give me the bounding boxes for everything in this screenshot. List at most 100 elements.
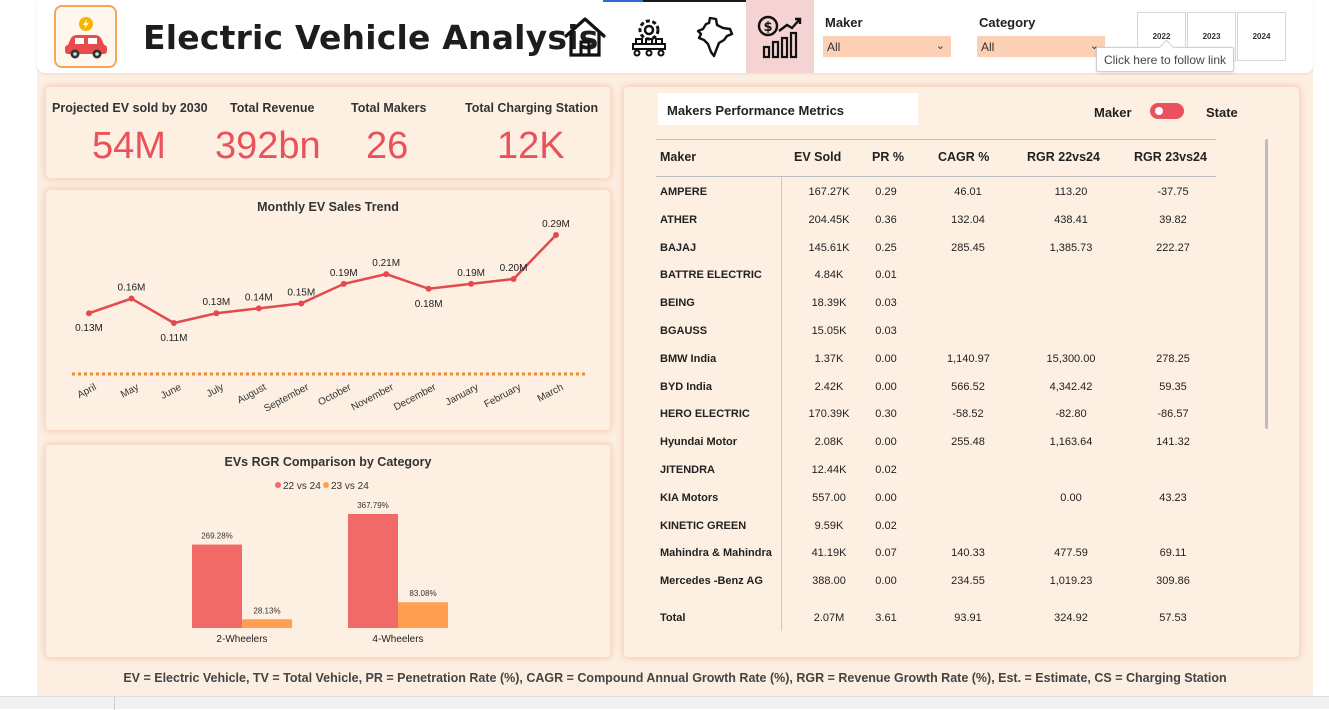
maker-dropdown[interactable]: All ⌄ [823,36,951,57]
table-cell: 59.35 [1159,380,1187,393]
table-cell: 477.59 [1054,547,1088,560]
table-cell: 141.32 [1156,436,1190,449]
dollar-growth-chart-icon[interactable]: $ [746,0,814,73]
trend-point[interactable] [510,276,517,282]
trend-x-tick-label: June [159,382,184,402]
col-header-pr[interactable]: PR % [872,150,904,164]
nav-top-border [643,0,813,2]
trend-point[interactable] [255,305,262,312]
trend-data-label: 0.13M [202,297,230,308]
col-header-rgr-22vs24[interactable]: RGR 22vs24 [1027,150,1100,164]
table-cell: 1,019.23 [1049,575,1093,588]
table-cell: 0.25 [875,241,897,254]
table-row-maker: BAJAJ [660,241,697,254]
trend-data-label: 0.18M [415,299,443,310]
trend-point[interactable] [340,280,347,287]
trend-x-tick-label: August [236,382,269,406]
trend-point[interactable] [468,280,475,287]
kpi-label-revenue: Total Revenue [230,101,315,115]
table-cell: 39.82 [1159,213,1187,226]
maker-dropdown-value: All [827,40,841,54]
kpi-card: Projected EV sold by 2030 54M Total Reve… [46,87,610,178]
trend-point[interactable] [128,295,135,302]
rgr-category-label: 4-Wheelers [372,634,423,645]
trend-point[interactable] [425,285,432,292]
maker-state-toggle[interactable] [1150,103,1184,119]
table-cell: -58.52 [952,408,984,421]
table-cell: 0.29 [875,186,897,198]
rgr-bar[interactable] [398,602,448,628]
table-cell: 0.00 [875,436,897,449]
table-row-maker: JITENDRA [660,464,716,476]
table-cell: 4.84K [814,269,844,282]
table-total-cell: 324.92 [1054,612,1088,624]
trend-series-line [88,234,557,325]
trend-point[interactable] [170,320,177,326]
rgr-data-label: 28.13% [253,606,280,615]
table-cell: 0.03 [875,325,897,337]
trend-x-tick-label: October [317,382,354,409]
svg-text:$: $ [763,20,772,35]
table-cell: 15,300.00 [1046,352,1096,365]
table-total-cell: 2.07M [813,612,845,624]
table-row-maker: Mahindra & Mahindra [660,547,772,560]
table-row-maker: BEING [660,297,695,310]
gear-factory-icon[interactable] [619,0,679,73]
table-cell: -86.57 [1157,408,1189,421]
trend-point[interactable] [553,232,559,238]
table-cell: 41.19K [811,547,847,560]
table-cell: 0.00 [1060,491,1082,504]
col-header-cagr[interactable]: CAGR % [938,150,990,164]
rgr-bar[interactable] [348,514,398,628]
rgr-bar[interactable] [242,619,292,628]
table-header-border [656,176,1216,177]
table-row-maker: BGAUSS [660,325,708,337]
trend-x-tick-label: July [205,382,226,400]
home-icon[interactable] [555,0,615,73]
table-row-maker: Mercedes -Benz AG [660,575,763,588]
trend-point[interactable] [213,310,220,317]
trend-x-tick-label: November [350,382,396,414]
table-row-maker: ATHER [660,213,698,226]
trend-point[interactable] [86,310,92,317]
table-cell: 145.61K [808,241,850,254]
table-cell: 43.23 [1159,491,1187,504]
rgr-chart-title: EVs RGR Comparison by Category [224,455,432,469]
table-top-border [656,139,1216,140]
table-cell: 1,385.73 [1049,241,1093,254]
col-header-rgr-23vs24[interactable]: RGR 23vs24 [1134,150,1207,164]
col-header-ev-sold[interactable]: EV Sold [794,150,842,164]
car-logo-icon[interactable] [54,5,117,68]
table-cell: 566.52 [951,380,985,393]
kpi-label-makers: Total Makers [351,101,427,115]
category-slicer-label: Category [979,15,1036,30]
makers-performance-panel: Makers Performance Metrics Maker State M… [624,87,1299,657]
trend-x-tick-label: February [482,382,522,410]
table-cell: -37.75 [1157,186,1189,198]
kpi-value-makers: 26 [366,125,409,167]
table-cell: 0.01 [875,269,897,282]
table-scrollbar[interactable] [1265,139,1268,429]
table-cell: 140.33 [951,547,985,560]
monthly-sales-trend-card: Monthly EV Sales Trend 0.13M April 0.16M Ma… [46,190,610,430]
table-row-maker: AMPERE [660,186,708,198]
india-map-icon[interactable] [684,0,744,73]
toggle-label-maker: Maker [1094,105,1132,120]
table-cell: 309.86 [1156,575,1190,588]
table-cell: 234.55 [951,575,985,588]
trend-point[interactable] [298,300,305,307]
category-dropdown[interactable]: All ⌄ [977,36,1105,57]
table-total-cell: 57.53 [1159,612,1187,624]
rgr-bar[interactable] [192,544,242,628]
table-cell: 557.00 [812,491,846,504]
toggle-label-state: State [1206,105,1238,120]
col-header-maker[interactable]: Maker [660,150,697,164]
trend-point[interactable] [383,271,390,278]
table-cell: 2.42K [814,380,844,393]
table-cell: 0.00 [875,380,897,393]
year-button-2024[interactable]: 2024 [1237,12,1286,61]
table-cell: 132.04 [951,213,985,226]
table-cell: 0.02 [875,464,897,476]
kpi-value-charging: 12K [497,125,565,167]
legend-swatch [323,482,329,488]
